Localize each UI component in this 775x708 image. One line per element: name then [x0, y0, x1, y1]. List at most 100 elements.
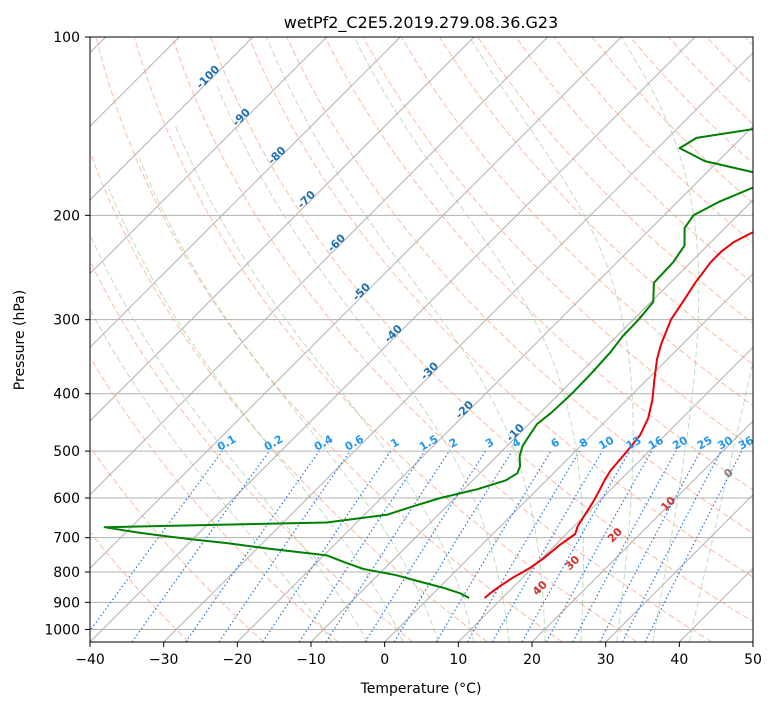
y-tick-label: 500: [53, 444, 80, 460]
isotherm: [90, 37, 401, 349]
moist-adiabat: [266, 37, 546, 642]
series-layer: [103, 128, 753, 599]
isotherm-label: -40: [382, 322, 405, 345]
x-tick-label: −30: [149, 652, 179, 668]
mixing-ratio-label: 1.5: [417, 433, 440, 454]
y-axis-label: Pressure (hPa): [12, 290, 28, 390]
mixing-ratio-label: 0.4: [312, 432, 336, 453]
moist-adiabat: [174, 123, 475, 642]
mixing-ratio-line: [644, 450, 743, 642]
dry-adiabat: [171, 37, 712, 642]
mixing-ratio-line: [262, 450, 392, 642]
moist-adiabat: [108, 188, 404, 642]
mixing-ratio-lines: [90, 450, 743, 642]
mixing-ratio-label: 3: [483, 436, 496, 451]
x-tick-label: −40: [75, 652, 105, 668]
moist-adiabat: [90, 308, 333, 642]
isotherm-label: -20: [453, 398, 476, 421]
moist-adiabat: [138, 157, 439, 642]
isotherm: [310, 199, 753, 642]
mixing-ratio-line: [521, 450, 631, 642]
isotherm: [384, 272, 753, 642]
x-tick-label: 40: [670, 652, 688, 668]
dry-adiabat: [668, 37, 753, 125]
isotherm-label: -90: [230, 106, 253, 129]
y-tick-label: 600: [53, 491, 80, 507]
mixing-ratio-line: [572, 450, 677, 642]
isotherm: [90, 37, 696, 642]
moist-adiabat-label: 10: [658, 494, 678, 514]
x-tick-label: 10: [449, 652, 467, 668]
isotherm: [531, 420, 753, 642]
x-tick-label: 0: [380, 652, 389, 668]
y-tick-label: 400: [53, 387, 80, 403]
dry-adiabat: [477, 37, 753, 325]
moist-adiabat-label: 20: [605, 525, 625, 545]
x-tick-label: 30: [597, 652, 615, 668]
dry-adiabat: [95, 37, 563, 642]
mixing-ratio-line: [435, 450, 552, 642]
chart-title: wetPf2_C2E5.2019.279.08.36.G23: [284, 13, 558, 33]
isotherm: [605, 493, 753, 642]
x-tick-label: −10: [296, 652, 326, 668]
dry-adiabat: [286, 37, 753, 534]
x-tick-label: 50: [744, 652, 762, 668]
dry-adiabat: [248, 37, 753, 578]
moist-adiabat: [215, 83, 510, 642]
dry-adiabat: [133, 37, 638, 642]
dry-adiabat: [553, 37, 753, 244]
dry-adiabat: [90, 531, 190, 642]
dry-adiabat: [210, 37, 753, 623]
moist-adiabat: [353, 37, 584, 642]
isotherms: [90, 37, 753, 642]
mixing-ratio-line: [131, 450, 270, 642]
moist-adiabat: [688, 358, 753, 642]
y-tick-label: 300: [53, 313, 80, 329]
dry-adiabat: [90, 150, 488, 642]
isotherm: [678, 567, 753, 642]
mixing-ratio-label: 25: [695, 434, 715, 453]
isotherm: [163, 51, 753, 642]
dry-adiabat: [90, 445, 264, 642]
y-tick-label: 1000: [44, 622, 80, 638]
dry-adiabat: [438, 37, 753, 366]
mixing-ratio-line: [218, 450, 351, 642]
isotherm: [90, 37, 549, 496]
y-tick-label: 200: [53, 208, 80, 224]
isotherm-label: -50: [350, 280, 373, 303]
isotherm-label: -70: [295, 188, 318, 211]
mixing-ratio-line: [90, 450, 223, 632]
isotherm-label: -60: [325, 231, 348, 254]
isotherm: [90, 37, 254, 201]
mixing-ratio-line: [545, 450, 653, 642]
axis-ticks: −40 −30 −20 −10 0 10 20 30 40 5010020030040050060…: [44, 30, 762, 668]
mixing-ratio-label: 13: [624, 434, 644, 453]
y-tick-label: 900: [53, 595, 80, 611]
dry-adiabats: [90, 37, 753, 642]
plot-frame: [89, 36, 754, 643]
pressure-grid: [90, 37, 753, 630]
x-tick-label: −20: [223, 652, 253, 668]
isotherm: [752, 641, 753, 642]
mixing-ratio-label: 16: [646, 433, 666, 452]
y-tick-label: 100: [53, 30, 80, 46]
dry-adiabat: [706, 37, 753, 86]
isotherm: [90, 37, 475, 422]
y-tick-label: 700: [53, 531, 80, 547]
mixing-ratio-line: [325, 450, 450, 642]
mixing-ratio-line: [185, 450, 320, 642]
isotherm: [90, 37, 328, 275]
isotherm: [236, 125, 753, 642]
dry-adiabat: [90, 259, 414, 642]
moist-adiabat-label: 0: [721, 466, 736, 481]
dry-adiabat: [90, 356, 339, 642]
mixing-ratio-label: 0.1: [215, 433, 238, 454]
mixing-ratio-label: 36: [736, 433, 756, 452]
moist-adiabat-label: 30: [562, 553, 582, 573]
mixing-ratio-line: [393, 450, 513, 642]
dewpoint-profile-line: [103, 128, 753, 599]
moist-adiabat: [90, 232, 369, 642]
mixing-ratio-label: 1: [388, 436, 401, 451]
